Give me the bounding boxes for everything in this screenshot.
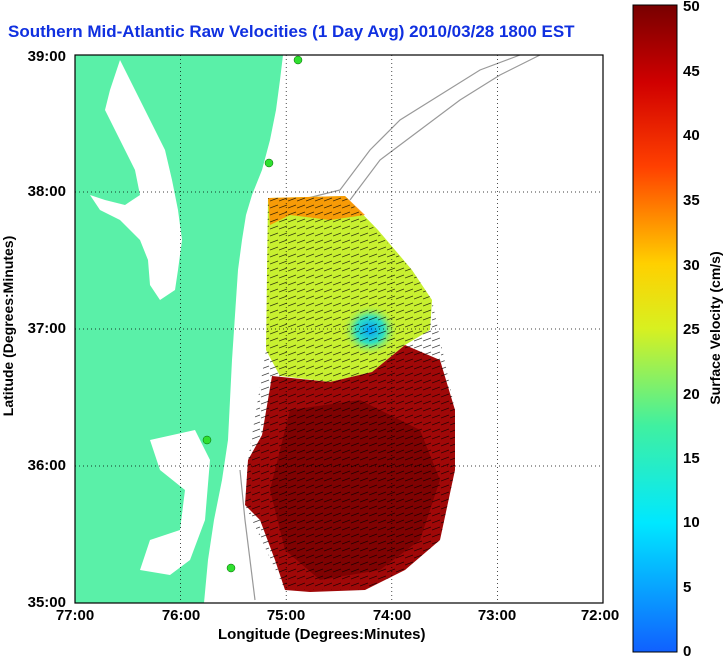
colorbar-tick: 5 [683,579,692,596]
colorbar-tick: 35 [683,192,700,209]
x-axis-label: Longitude (Degrees:Minutes) [218,626,426,643]
colorbar-tick: 30 [683,257,700,274]
station-marker [226,563,236,573]
colorbar-tick: 40 [683,127,700,144]
colorbar-tick: 50 [683,0,700,15]
map-title: Southern Mid-Atlantic Raw Velocities (1 … [8,22,575,41]
colorbar-tick: 25 [683,321,700,338]
y-tick-label: 38:00 [27,183,66,200]
station-marker [202,435,212,445]
colorbar-tick: 10 [683,514,700,531]
bay-water [90,60,182,300]
y-tick-label: 37:00 [27,320,66,337]
colorbar-tick: 0 [683,643,692,660]
sound-water [140,430,210,575]
y-tick-label: 36:00 [27,457,66,474]
station-marker [264,158,274,168]
plot-frame [74,54,604,604]
station-marker [293,55,303,65]
y-tick-label: 39:00 [27,48,66,65]
radar-stations [202,55,303,573]
grid-lines [75,55,603,603]
velocity-vectors [245,196,455,590]
y-axis-label: Latitude (Degrees:Minutes) [0,235,16,417]
x-tick-label: 73:00 [477,607,517,624]
colorbar [632,4,678,653]
colorbar-tick: 15 [683,450,700,467]
x-tick-label: 75:00 [266,607,306,624]
colorbar-tick: 20 [683,386,700,403]
colorbar-label: Surface Velocity (cm/s) [707,251,723,405]
x-tick-label: 74:00 [372,607,412,624]
x-tick-label: 72:00 [580,607,620,624]
y-tick-label: 35:00 [27,594,66,611]
x-tick-label: 76:00 [161,607,201,624]
velocity-field [245,196,455,592]
colorbar-tick: 45 [683,63,700,80]
x-tick-label: 77:00 [55,607,95,624]
